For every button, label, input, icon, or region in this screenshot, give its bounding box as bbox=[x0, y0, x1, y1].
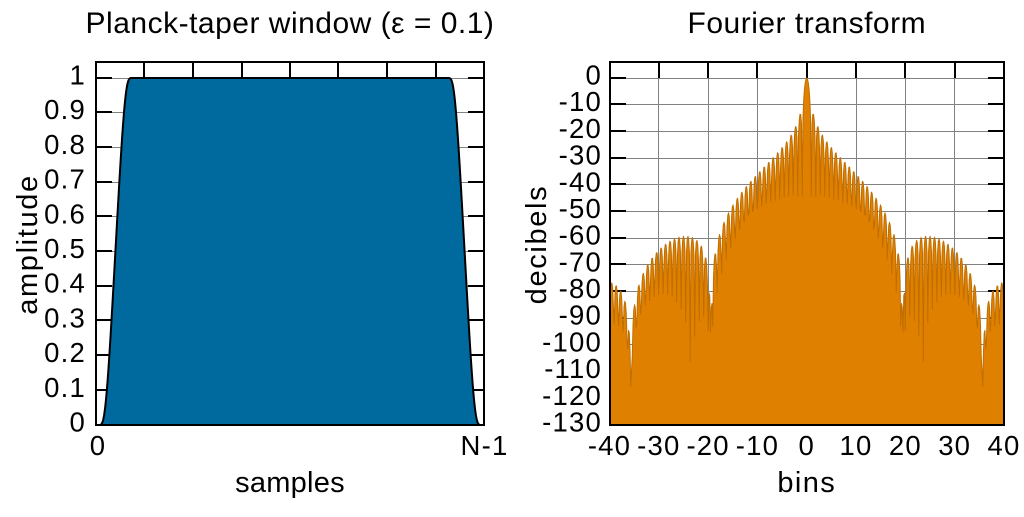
svg-text:1: 1 bbox=[70, 60, 87, 91]
svg-text:0.3: 0.3 bbox=[44, 302, 86, 333]
svg-text:0: 0 bbox=[586, 60, 603, 91]
svg-text:0: 0 bbox=[90, 430, 107, 461]
svg-text:0.1: 0.1 bbox=[44, 372, 86, 403]
svg-text:-20: -20 bbox=[559, 113, 602, 144]
svg-text:N-1: N-1 bbox=[461, 430, 509, 461]
svg-text:-20: -20 bbox=[686, 430, 729, 461]
svg-text:0: 0 bbox=[70, 407, 87, 438]
svg-text:bins: bins bbox=[777, 467, 836, 499]
svg-text:amplitude: amplitude bbox=[12, 174, 44, 315]
svg-text:0.7: 0.7 bbox=[44, 164, 86, 195]
svg-text:-100: -100 bbox=[542, 326, 602, 357]
svg-text:0.5: 0.5 bbox=[44, 233, 86, 264]
svg-text:20: 20 bbox=[889, 430, 922, 461]
svg-text:-90: -90 bbox=[559, 300, 602, 331]
svg-text:-70: -70 bbox=[559, 246, 602, 277]
svg-text:-110: -110 bbox=[544, 353, 602, 384]
svg-text:0.8: 0.8 bbox=[44, 129, 86, 160]
svg-text:0.6: 0.6 bbox=[44, 198, 86, 229]
svg-text:-60: -60 bbox=[559, 220, 602, 251]
svg-text:0.4: 0.4 bbox=[44, 268, 86, 299]
svg-text:-10: -10 bbox=[559, 86, 602, 117]
svg-text:40: 40 bbox=[988, 430, 1021, 461]
svg-text:-130: -130 bbox=[542, 407, 602, 438]
svg-text:-30: -30 bbox=[559, 140, 602, 171]
svg-text:-50: -50 bbox=[559, 193, 602, 224]
svg-text:Fourier transform: Fourier transform bbox=[688, 7, 927, 40]
svg-text:-30: -30 bbox=[637, 430, 680, 461]
svg-text:30: 30 bbox=[938, 430, 971, 461]
svg-text:-10: -10 bbox=[736, 430, 779, 461]
svg-text:10: 10 bbox=[840, 430, 873, 461]
svg-text:0.9: 0.9 bbox=[44, 94, 86, 125]
svg-text:Planck-taper window (ε = 0.1): Planck-taper window (ε = 0.1) bbox=[86, 7, 495, 40]
svg-text:samples: samples bbox=[235, 467, 345, 499]
svg-text:-80: -80 bbox=[559, 273, 602, 304]
svg-text:-40: -40 bbox=[559, 166, 602, 197]
svg-text:0.2: 0.2 bbox=[44, 337, 86, 368]
svg-text:0: 0 bbox=[799, 430, 816, 461]
svg-text:decibels: decibels bbox=[521, 185, 553, 305]
svg-text:-40: -40 bbox=[588, 430, 631, 461]
svg-text:-120: -120 bbox=[542, 380, 602, 411]
